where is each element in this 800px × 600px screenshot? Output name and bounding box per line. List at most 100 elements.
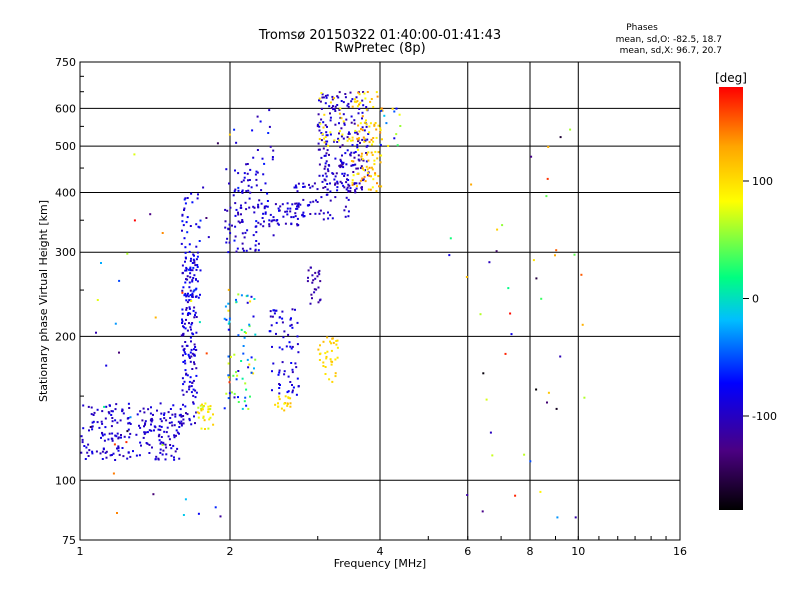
data-point (274, 403, 277, 406)
data-point (143, 432, 146, 435)
data-point (171, 424, 174, 427)
data-point (91, 425, 94, 428)
data-point (197, 406, 200, 409)
data-point (248, 179, 251, 181)
data-point (92, 414, 95, 416)
data-point (148, 429, 151, 432)
data-point (318, 125, 321, 128)
data-point (233, 396, 236, 399)
data-point (138, 454, 141, 457)
data-point (322, 340, 325, 343)
data-point (199, 219, 202, 222)
data-point (174, 415, 177, 418)
data-point (289, 381, 292, 383)
data-point (207, 236, 210, 239)
data-point (365, 119, 367, 122)
data-point (180, 420, 183, 423)
data-point (232, 194, 235, 197)
data-point (246, 358, 249, 361)
data-point (157, 428, 160, 431)
data-point (289, 402, 292, 405)
data-point (379, 131, 382, 134)
data-point (267, 132, 270, 134)
colorbar-tick-label: -100 (752, 410, 777, 423)
data-point (357, 140, 360, 143)
data-point (266, 200, 269, 202)
data-point (105, 450, 108, 453)
data-point (268, 125, 271, 128)
data-point (184, 292, 187, 295)
data-point (182, 333, 184, 336)
data-point (182, 393, 185, 396)
data-point (173, 456, 175, 459)
x-tick-label: 10 (571, 545, 585, 558)
data-point (325, 134, 328, 137)
data-point (275, 332, 277, 335)
data-point (336, 189, 339, 192)
data-point (361, 111, 364, 114)
data-point (203, 419, 206, 422)
data-point (374, 172, 377, 175)
data-point (109, 454, 112, 457)
data-point (196, 255, 199, 258)
data-point (341, 144, 344, 147)
data-point (376, 182, 378, 185)
data-point (334, 372, 337, 375)
data-point (373, 124, 376, 127)
data-point (151, 446, 153, 449)
data-point (104, 426, 107, 429)
data-point (354, 98, 356, 101)
data-point (297, 385, 300, 388)
data-point (187, 353, 190, 356)
data-point (356, 133, 359, 136)
data-point (228, 241, 231, 244)
data-point (193, 259, 196, 262)
data-point (246, 229, 249, 232)
data-point (193, 361, 195, 364)
data-point (352, 164, 355, 167)
data-point (236, 247, 239, 250)
data-point (364, 139, 367, 142)
data-point (363, 137, 366, 140)
data-point (241, 220, 244, 223)
data-point (189, 276, 192, 279)
data-point (252, 156, 255, 159)
data-point (357, 154, 360, 157)
data-point (348, 132, 351, 135)
data-point (343, 123, 346, 126)
data-point (197, 296, 200, 299)
data-point (336, 104, 339, 106)
data-point (185, 372, 188, 375)
colorbar (719, 87, 743, 510)
data-point (165, 431, 168, 434)
data-point (277, 405, 280, 408)
data-point (193, 348, 195, 351)
data-point (93, 411, 96, 414)
data-point (294, 184, 297, 187)
data-point (185, 295, 188, 298)
data-point (188, 286, 191, 289)
data-point (227, 288, 230, 291)
data-point (349, 153, 352, 156)
data-point (351, 179, 354, 182)
data-point (367, 151, 370, 154)
data-point (325, 355, 328, 358)
data-point (374, 173, 377, 176)
data-point (271, 345, 273, 348)
data-point (241, 242, 244, 245)
data-point (338, 132, 340, 135)
x-axis-label: Frequency [MHz] (334, 557, 426, 570)
data-point (101, 450, 104, 453)
data-point (270, 324, 273, 327)
data-point (169, 417, 172, 419)
data-point (239, 221, 241, 224)
data-point (193, 343, 196, 346)
data-point (554, 254, 556, 257)
data-point (255, 178, 258, 181)
data-point (185, 307, 188, 309)
data-point (128, 407, 131, 409)
data-point (170, 447, 173, 450)
data-point (195, 223, 198, 226)
data-point (82, 404, 85, 407)
data-point (158, 439, 161, 442)
